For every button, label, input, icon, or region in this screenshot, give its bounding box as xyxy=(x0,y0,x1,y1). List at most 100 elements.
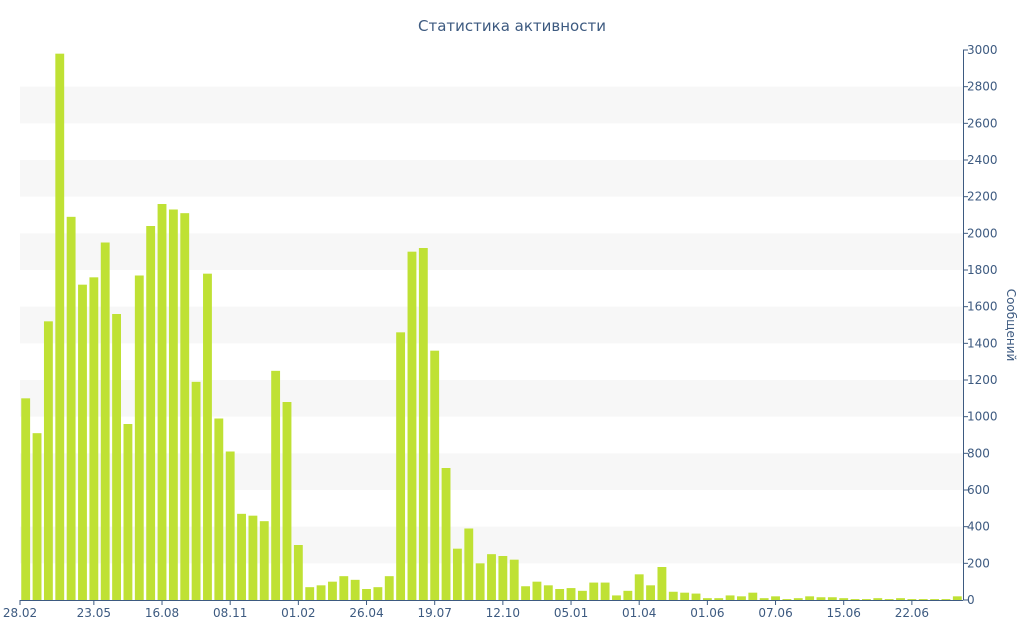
chart-title: Статистика активности xyxy=(418,17,606,35)
bar xyxy=(509,559,519,600)
bar xyxy=(532,581,542,600)
bar xyxy=(907,599,917,600)
bar xyxy=(32,433,42,600)
bar xyxy=(21,398,31,600)
y-tick-label: 0 xyxy=(967,593,975,607)
bar xyxy=(384,576,394,600)
bar xyxy=(43,321,53,600)
x-tick-label: 12.10 xyxy=(486,606,520,620)
bar xyxy=(816,597,826,600)
bar xyxy=(680,592,690,600)
bar xyxy=(452,548,462,600)
bar xyxy=(793,598,803,600)
bar xyxy=(441,468,451,600)
x-tick-label: 16.08 xyxy=(145,606,179,620)
y-tick-label: 3000 xyxy=(967,43,998,57)
bar xyxy=(430,350,440,600)
bar xyxy=(66,216,76,600)
bar xyxy=(646,585,655,600)
x-tick-label: 15.06 xyxy=(827,606,861,620)
bar xyxy=(305,587,315,600)
bar xyxy=(521,586,531,600)
y-tick-label: 400 xyxy=(967,520,990,534)
x-tick-label: 05.01 xyxy=(554,606,588,620)
bar xyxy=(475,563,485,600)
bar xyxy=(373,587,383,600)
x-tick-label: 22.06 xyxy=(895,606,929,620)
bar xyxy=(89,277,99,600)
bar xyxy=(771,596,780,600)
x-tick-label: 08.11 xyxy=(213,606,247,620)
bar xyxy=(725,595,735,600)
x-tick-label: 23.05 xyxy=(77,606,111,620)
x-tick-label: 07.06 xyxy=(758,606,792,620)
y-tick-label: 1600 xyxy=(967,300,998,314)
bar xyxy=(464,528,474,600)
bar xyxy=(873,598,883,600)
bar xyxy=(657,567,667,600)
bar xyxy=(862,599,871,600)
bar xyxy=(396,332,406,600)
bar xyxy=(839,598,849,600)
bar xyxy=(759,598,769,600)
bar xyxy=(282,402,292,600)
bar xyxy=(487,554,496,600)
bar xyxy=(191,381,201,600)
bar xyxy=(214,418,224,600)
grid-band xyxy=(20,86,963,124)
bar xyxy=(316,585,326,600)
bar xyxy=(714,598,724,600)
bar xyxy=(691,593,701,600)
bar xyxy=(271,370,281,600)
bar xyxy=(941,599,951,600)
x-tick-label: 01.06 xyxy=(690,606,724,620)
bar xyxy=(850,599,860,600)
bar xyxy=(157,204,167,600)
bar xyxy=(952,596,962,600)
x-tick-label: 01.02 xyxy=(281,606,315,620)
bar xyxy=(543,585,553,600)
y-tick-label: 1800 xyxy=(967,263,998,277)
bar xyxy=(362,589,371,600)
bar xyxy=(203,273,212,600)
x-tick-label: 28.02 xyxy=(3,606,37,620)
bar xyxy=(827,597,837,600)
bar xyxy=(498,556,508,600)
bar xyxy=(918,599,928,600)
bar xyxy=(884,599,894,600)
bar xyxy=(112,314,121,600)
y-tick-label: 2600 xyxy=(967,116,998,130)
bar xyxy=(566,588,576,600)
bar xyxy=(248,515,258,600)
bar-series xyxy=(21,53,962,601)
bar xyxy=(782,599,792,600)
bar xyxy=(134,275,144,600)
bar xyxy=(600,582,610,600)
bar xyxy=(168,209,178,600)
axes: 0 200 400 600 800 1000 1200 1400 1600 1800 2000 220… xyxy=(3,43,998,620)
bar xyxy=(225,451,235,600)
bar xyxy=(612,595,621,600)
bar xyxy=(180,213,190,601)
bar xyxy=(328,581,337,600)
x-tick-label: 26.04 xyxy=(349,606,383,620)
bar xyxy=(259,521,269,600)
bar xyxy=(623,590,633,600)
bar xyxy=(123,424,133,600)
bar xyxy=(896,598,905,600)
bar xyxy=(930,599,940,600)
bar xyxy=(737,596,746,600)
y-tick-label: 1400 xyxy=(967,336,998,350)
y-tick-label: 800 xyxy=(967,446,990,460)
bar xyxy=(350,579,360,600)
y-tick-label: 1200 xyxy=(967,373,998,387)
bar xyxy=(339,576,349,600)
y-tick-label: 2200 xyxy=(967,190,998,204)
bar xyxy=(748,592,758,600)
y-tick-label: 2000 xyxy=(967,226,998,240)
bar xyxy=(555,589,565,600)
y-tick-label: 2400 xyxy=(967,153,998,167)
bar xyxy=(805,596,815,600)
